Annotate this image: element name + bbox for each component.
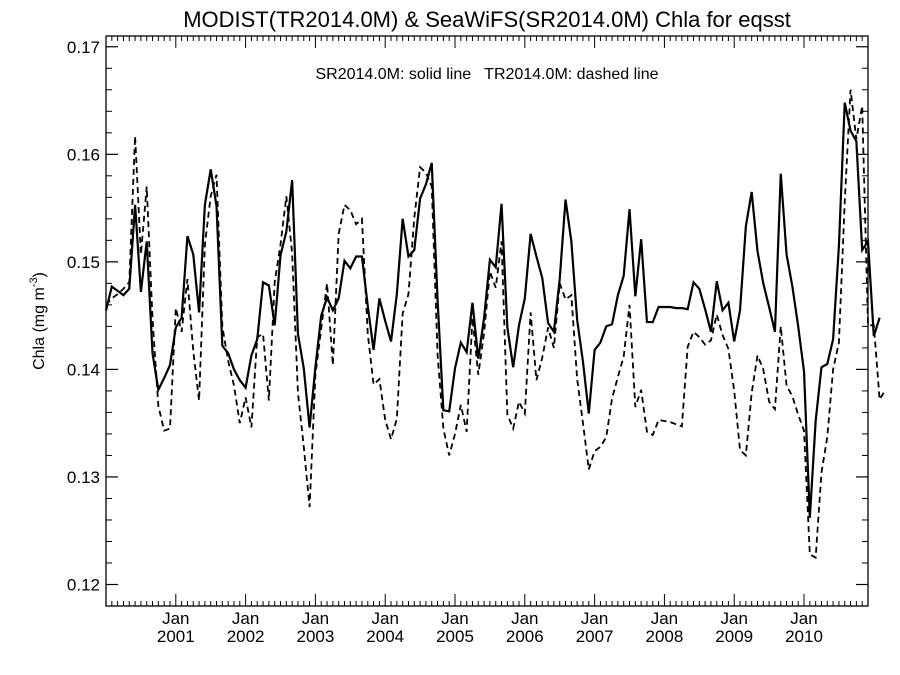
x-tick-year-label: 2009 [715, 627, 753, 646]
x-tick-year-label: 2007 [576, 627, 614, 646]
x-tick-month-label: Jan [581, 609, 608, 628]
x-tick-year-label: 2008 [645, 627, 683, 646]
x-tick-year-label: 2002 [227, 627, 265, 646]
x-tick-year-label: 2001 [157, 627, 195, 646]
x-tick-month-label: Jan [790, 609, 817, 628]
x-tick-year-label: 2010 [785, 627, 823, 646]
x-tick-month-label: Jan [371, 609, 398, 628]
x-tick-month-label: Jan [651, 609, 678, 628]
x-tick-month-label: Jan [162, 609, 189, 628]
x-tick-year-label: 2003 [296, 627, 334, 646]
y-tick-label: 0.14 [67, 360, 100, 379]
x-tick-month-label: Jan [302, 609, 329, 628]
y-tick-label: 0.12 [67, 575, 100, 594]
y-tick-label: 0.15 [67, 253, 100, 272]
x-tick-year-label: 2004 [366, 627, 404, 646]
x-tick-year-label: 2006 [506, 627, 544, 646]
x-tick-year-label: 2005 [436, 627, 474, 646]
y-tick-label: 0.13 [67, 468, 100, 487]
x-tick-month-label: Jan [441, 609, 468, 628]
y-tick-label: 0.16 [67, 145, 100, 164]
sr2014-solid-series-line [104, 102, 881, 518]
series-layer [104, 89, 887, 560]
y-axis-label-superscript: -3 [28, 277, 40, 287]
y-axis-label: Chla (mg m-3) [28, 272, 48, 370]
line-style-annotation: SR2014.0M: solid line TR2014.0M: dashed … [315, 66, 658, 83]
x-tick-month-label: Jan [232, 609, 259, 628]
chart-title: MODIST(TR2014.0M) & SeaWiFS(SR2014.0M) C… [183, 7, 791, 32]
tr2014-dashed-series-line [105, 89, 887, 560]
y-axis: 0.12 0.13 0.14 0.15 0.16 0.17 [67, 38, 868, 594]
x-tick-month-label: Jan [511, 609, 538, 628]
x-tick-month-label: Jan [721, 609, 748, 628]
x-axis: Jan2001Jan2002Jan2003Jan2004Jan2005Jan20… [105, 36, 869, 646]
y-axis-label-main: Chla (mg m [31, 287, 48, 370]
y-axis-label-close: ) [31, 272, 48, 277]
y-tick-label: 0.17 [67, 38, 100, 57]
